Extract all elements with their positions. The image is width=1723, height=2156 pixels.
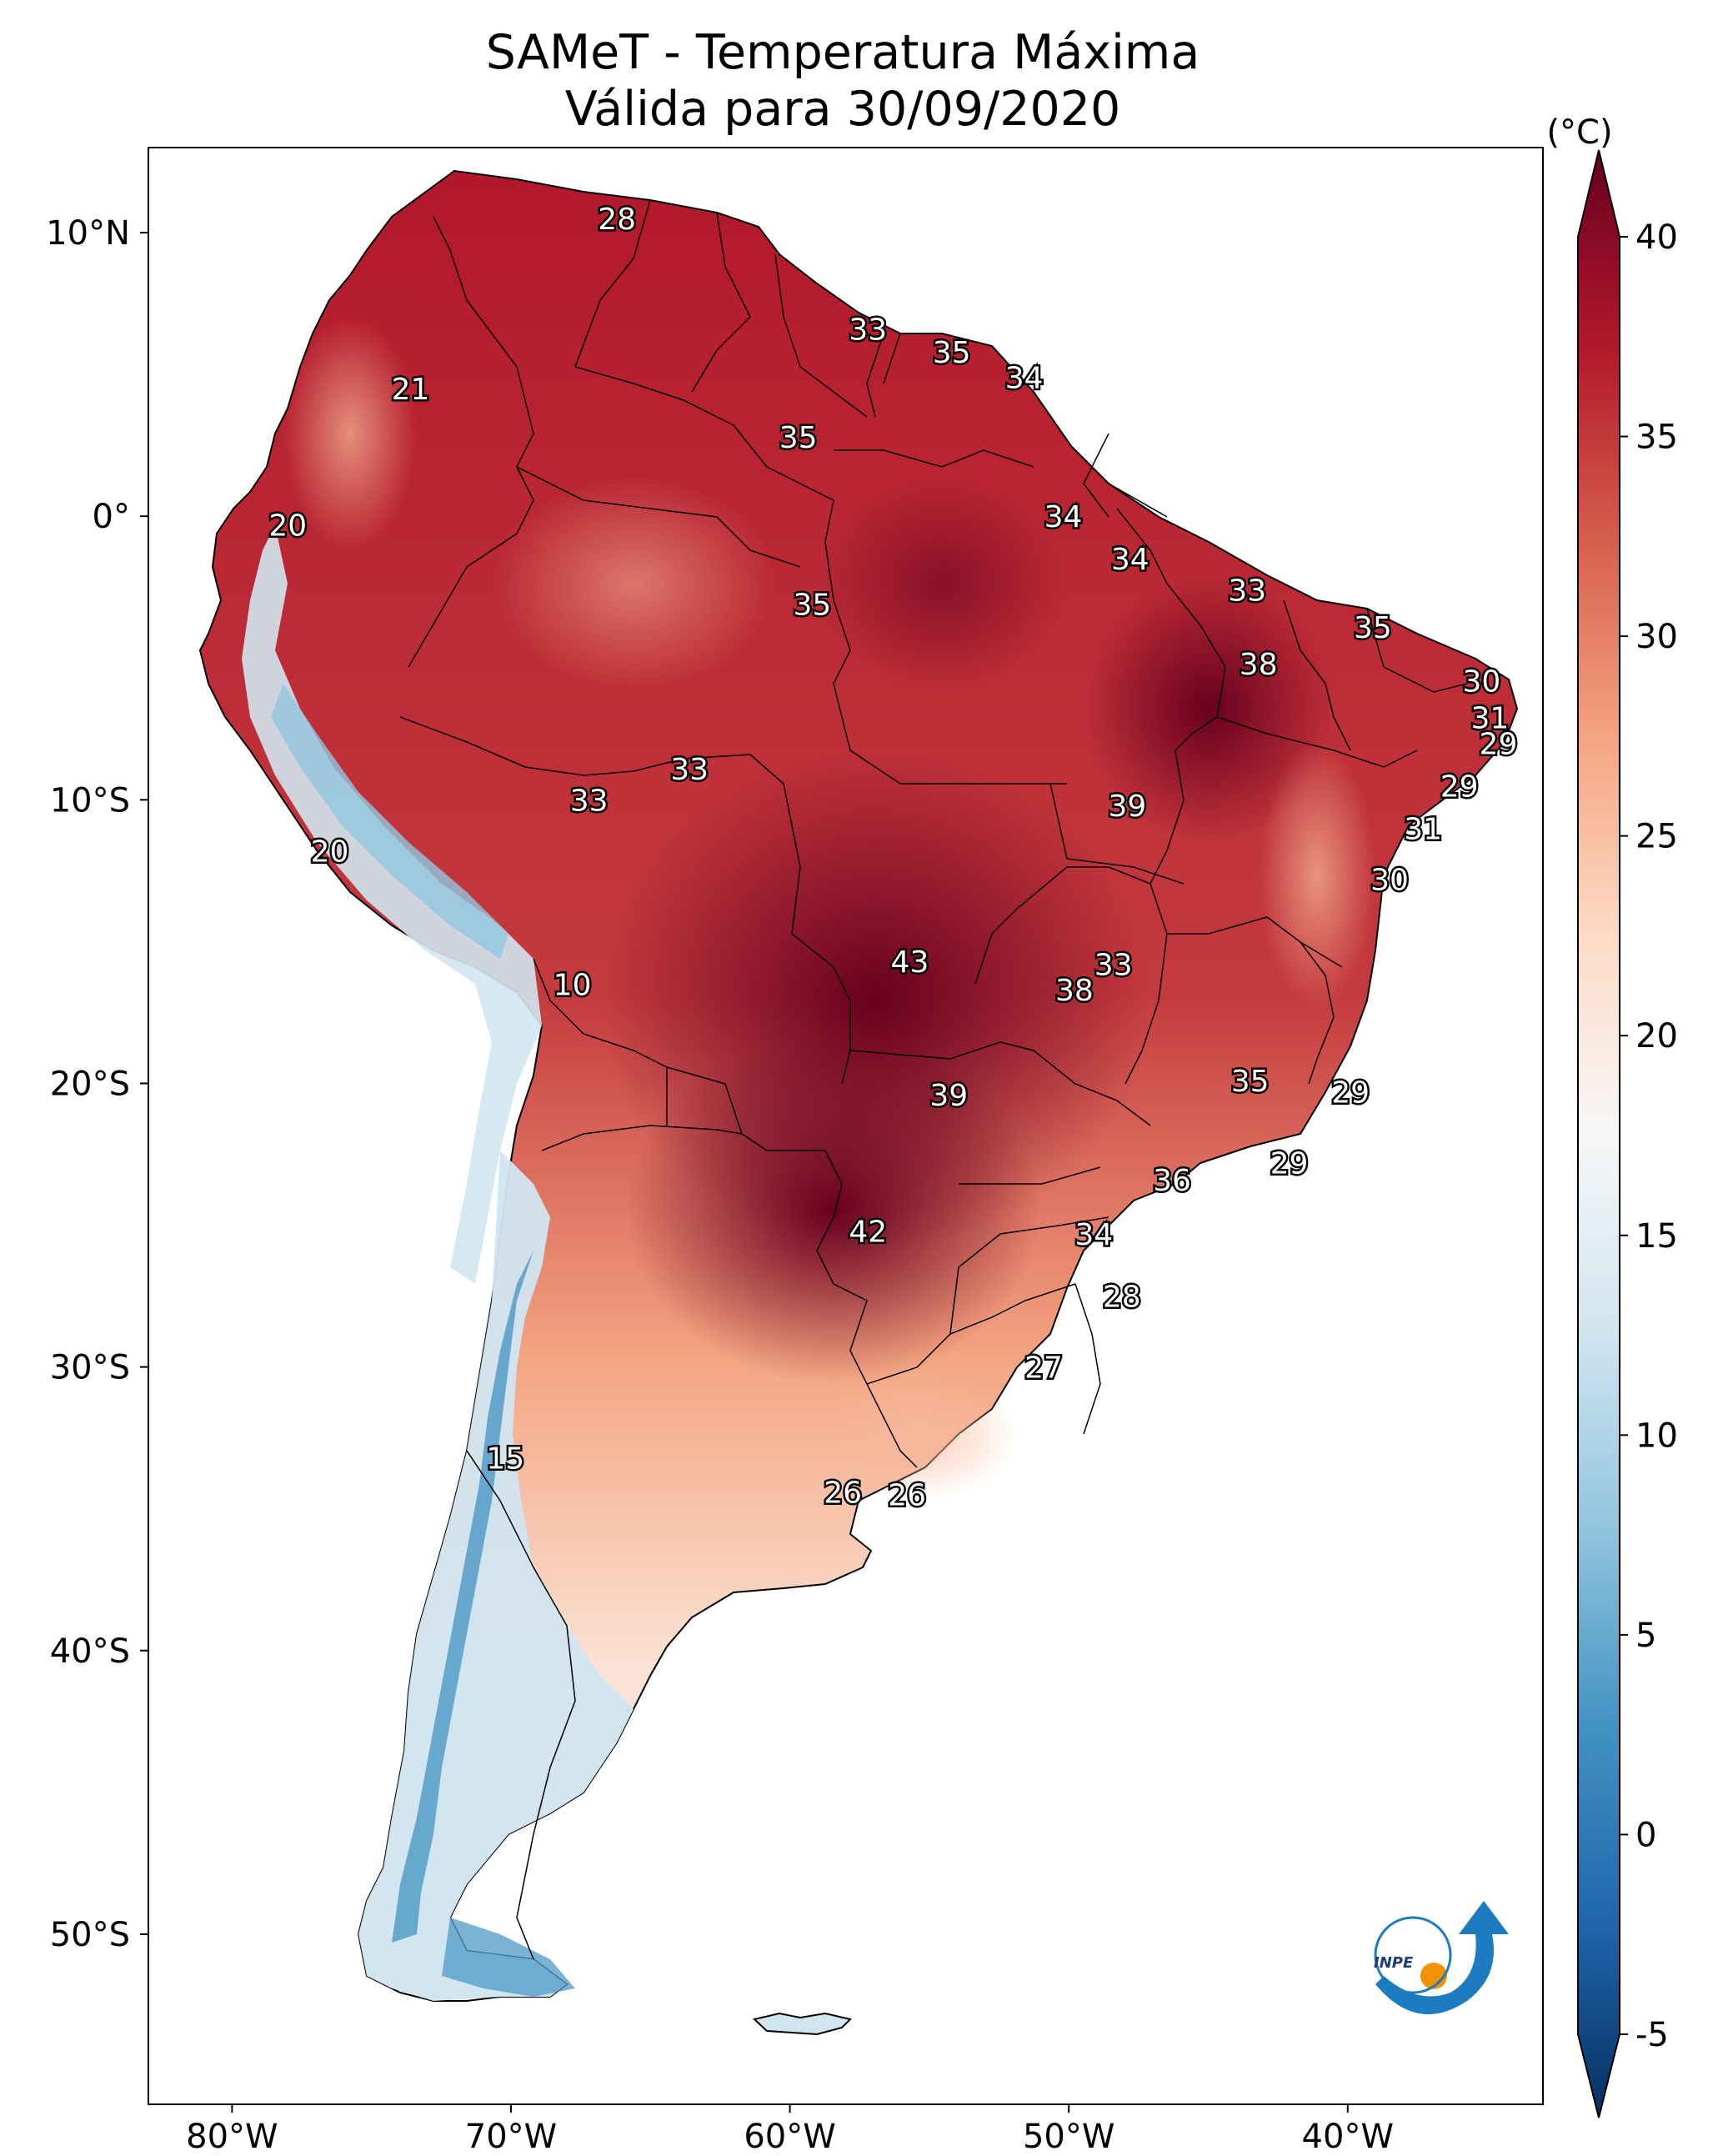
hot-core-northeast	[1084, 575, 1334, 842]
temperature-label: 38	[1055, 974, 1094, 1008]
colorbar-tick-label: 40	[1635, 218, 1678, 257]
tierra-del-fuego-blue	[442, 1918, 575, 1997]
andes-blue-band-south	[392, 1251, 533, 1943]
temperature-label: 34	[1111, 543, 1150, 577]
temperature-label: 15	[486, 1442, 524, 1476]
lon-tick-label: 50°W	[1023, 2118, 1114, 2156]
hot-core-north	[817, 475, 1067, 692]
temperature-label: 28	[1103, 1281, 1141, 1315]
temperature-label: 35	[793, 589, 831, 623]
inpe-logo-swoosh-icon	[1375, 1901, 1509, 2014]
latitude-tick-labels: 10°N 0° 10°S 20°S 30°S 40°S 50°S	[46, 214, 148, 1954]
colorbar-tick-label: 25	[1635, 818, 1678, 856]
lon-tick-label: 80°W	[186, 2118, 278, 2156]
temperature-label: 31	[1404, 812, 1442, 846]
temperature-label: 30	[1370, 864, 1409, 898]
inpe-logo-sun-icon	[1420, 1963, 1447, 1989]
temperature-label: 35	[933, 336, 971, 370]
lat-tick-label: 10°N	[46, 214, 130, 253]
inpe-logo-text: INPE	[1374, 1954, 1414, 1972]
lat-tick-label: 30°S	[50, 1349, 130, 1387]
temperature-label: 33	[570, 784, 609, 818]
temperature-label: 26	[888, 1479, 926, 1513]
temperature-label: 33	[849, 313, 887, 348]
temperature-label: 29	[1270, 1147, 1309, 1181]
mild-amazon-patch	[492, 475, 775, 692]
colorbar-tick-label: -5	[1635, 2016, 1669, 2054]
temperature-label: 34	[1074, 1218, 1113, 1252]
map-title-line1: SAMeT - Temperatura Máxima	[486, 25, 1200, 80]
temperature-label: 39	[1109, 790, 1147, 824]
inpe-logo: INPE	[1374, 1901, 1509, 2014]
temperature-label: 33	[1228, 574, 1266, 609]
temperature-label: 42	[849, 1215, 887, 1249]
temperature-label: 36	[1153, 1164, 1191, 1198]
hot-core-paraguay	[625, 1034, 1042, 1384]
map-area	[148, 148, 1543, 2104]
colorbar	[1577, 149, 1620, 2118]
mild-uruguay-patch	[817, 1367, 1017, 1501]
longitude-tick-labels: 80°W 70°W 60°W 50°W 40°W	[186, 2104, 1394, 2156]
temperature-label: 39	[929, 1079, 968, 1113]
temperature-label: 28	[598, 203, 636, 237]
colorbar-tick-label: 20	[1635, 1017, 1678, 1055]
colorbar-tick-labels: 40 35 30 25 20 15 10 5 0 -5	[1620, 218, 1678, 2054]
map-frame	[148, 147, 1544, 2105]
lat-tick-label: 10°S	[50, 781, 130, 820]
temperature-label: 34	[1005, 362, 1044, 396]
andes-blue-band-north	[271, 684, 508, 959]
lat-tick-label: 40°S	[50, 1632, 130, 1671]
temperature-label: 35	[779, 421, 818, 455]
colorbar-tick-label: 35	[1635, 419, 1678, 457]
temperature-label: 35	[1231, 1065, 1270, 1099]
temperature-label: 33	[1094, 949, 1133, 983]
temperature-label: 38	[1240, 648, 1278, 682]
mild-colombia-patch	[283, 317, 417, 550]
temperature-label: 29	[1440, 770, 1479, 804]
temperature-label: 21	[392, 373, 430, 407]
lon-tick-label: 70°W	[465, 2118, 557, 2156]
temperature-label: 34	[1044, 500, 1083, 534]
temperature-label: 30	[1462, 664, 1500, 699]
map-title-line2: Válida para 30/09/2020	[565, 82, 1121, 137]
temperature-label: 29	[1480, 727, 1518, 761]
colorbar-tick-label: 0	[1635, 1816, 1656, 1854]
mild-coast-patch	[1259, 742, 1375, 1009]
temperature-label: 35	[1354, 611, 1392, 645]
falkland-islands	[752, 2012, 852, 2036]
temperature-label: 33	[670, 753, 709, 787]
temperature-label: 29	[1331, 1076, 1370, 1111]
lat-tick-label: 0°	[93, 498, 130, 536]
temperature-label: 31	[1471, 702, 1510, 736]
lon-tick-label: 40°W	[1302, 2118, 1394, 2156]
temperature-label: 43	[891, 945, 929, 980]
colorbar-tick-label: 15	[1635, 1217, 1678, 1256]
temperature-label: 26	[824, 1476, 862, 1510]
lat-tick-label: 20°S	[50, 1065, 130, 1103]
country-borders	[399, 199, 1468, 1960]
temperature-label: 20	[268, 509, 307, 543]
andes-cold-band-north	[242, 525, 542, 1284]
lat-tick-label: 50°S	[50, 1916, 130, 1954]
colorbar-tick-label: 30	[1635, 618, 1678, 656]
temperature-label: 27	[1024, 1351, 1063, 1386]
colorbar-tick-label: 5	[1635, 1617, 1656, 1655]
temperature-label: 10	[553, 968, 592, 1002]
colorbar-tick-label: 10	[1635, 1416, 1678, 1455]
colorbar-unit-label: (°C)	[1546, 113, 1612, 152]
inpe-logo-orbit-icon	[1374, 1916, 1452, 1994]
lon-tick-label: 60°W	[744, 2118, 835, 2156]
temperature-label: 20	[311, 835, 349, 870]
